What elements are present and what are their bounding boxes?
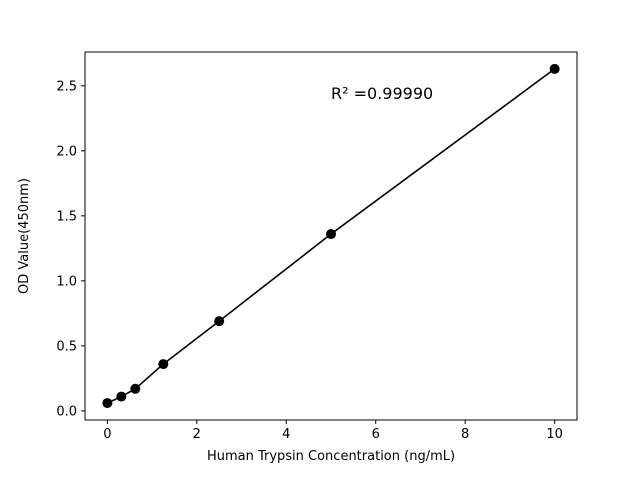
data-point [214,316,225,327]
data-point [326,229,336,240]
y-axis-label: OD Value(450nm) [17,178,32,294]
y-tick-label: 1.5 [56,209,77,224]
x-tick-label: 0 [103,427,111,442]
y-tick-label: 0.0 [56,404,77,419]
y-tick-label: 0.5 [56,339,77,354]
r-squared-annotation: R² =0.99990 [331,84,433,103]
data-point [116,391,127,402]
y-tick-label: 2.5 [56,79,77,94]
x-tick-label: 10 [546,427,563,442]
x-tick-label: 8 [461,427,469,442]
y-tick-label: 2.0 [56,144,77,159]
x-tick-label: 6 [372,427,380,442]
x-axis-label: Human Trypsin Concentration (ng/mL) [207,449,455,464]
data-point [102,398,113,409]
data-point [549,63,560,74]
y-tick-label: 1.0 [56,274,77,289]
x-tick-label: 2 [193,427,201,442]
data-point [158,359,169,370]
x-tick-label: 4 [282,427,290,442]
data-point [130,383,141,394]
